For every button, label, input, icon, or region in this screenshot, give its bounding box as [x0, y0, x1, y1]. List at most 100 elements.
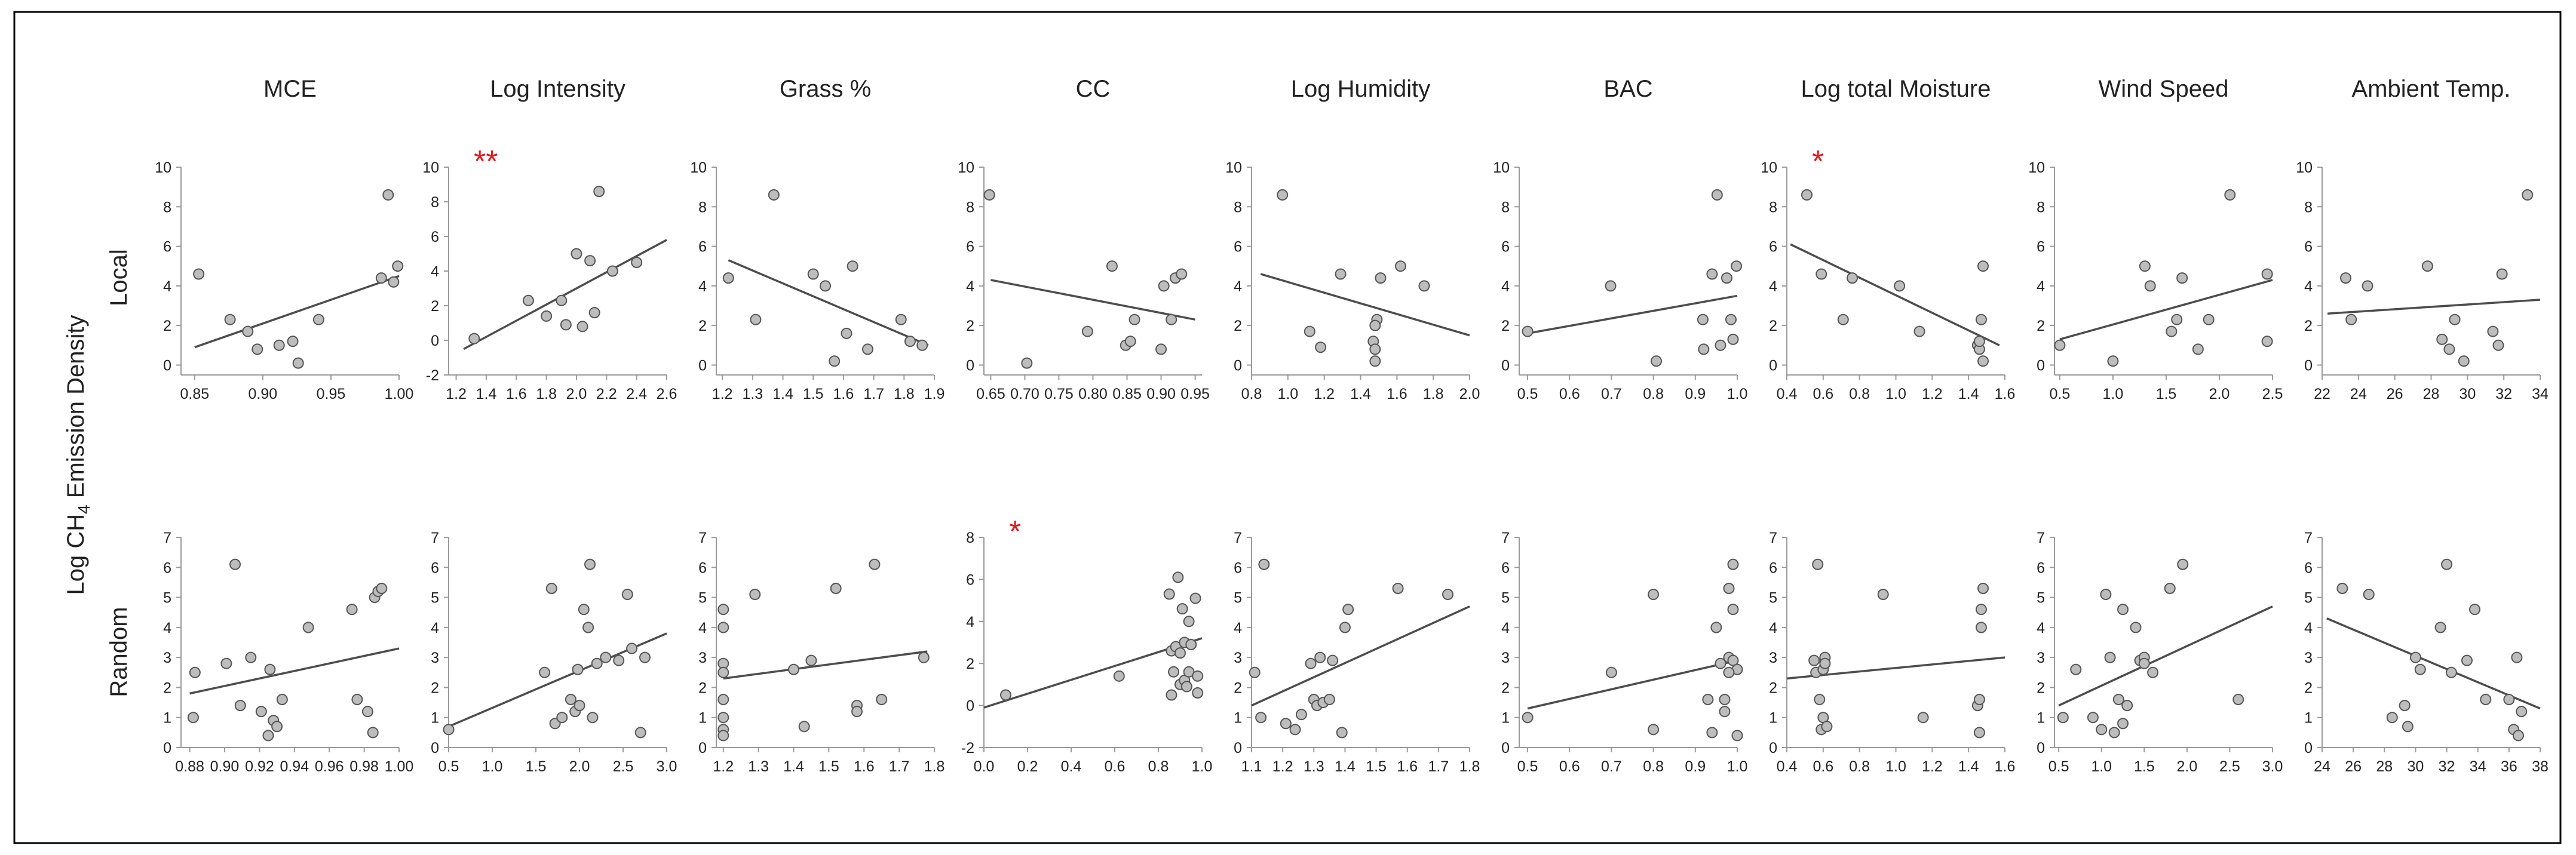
data-point [2130, 622, 2142, 633]
data-point [2434, 622, 2446, 633]
x-tick-label: 0.85 [1112, 386, 1142, 402]
x-tick-label: 0.90 [249, 386, 278, 402]
data-point [351, 694, 363, 706]
y-tick-label: 1 [1769, 710, 1777, 727]
data-point [2203, 313, 2215, 325]
y-tick-label: 7 [1501, 530, 1510, 546]
data-point [1913, 325, 1925, 337]
data-point [2503, 694, 2515, 706]
data-point [1180, 681, 1192, 693]
figure-frame [13, 11, 2562, 844]
x-tick-label: 1.7 [1428, 758, 1449, 775]
x-tick-label: 32 [2495, 386, 2512, 402]
data-point [2402, 721, 2414, 733]
x-tick-label: 30 [2408, 758, 2424, 775]
data-point [2108, 727, 2120, 739]
y-tick-label: 7 [698, 530, 707, 546]
data-point [2399, 700, 2411, 712]
data-point [367, 727, 379, 739]
x-tick-label: 0.65 [976, 386, 1005, 402]
data-point [2445, 666, 2457, 678]
data-point [2112, 694, 2124, 706]
data-point [1369, 319, 1381, 331]
x-tick-label: 1.4 [1958, 758, 1979, 775]
data-point [242, 325, 254, 337]
y-tick-label: 7 [1234, 530, 1242, 546]
column-title: BAC [1603, 76, 1652, 102]
panel-local-log-humidity: Log Humidity 0 2 4 6 8 10 0.8 1.0 1.2 1.4 1.6 1.8 2.0 [1225, 76, 1480, 402]
x-tick-label: 1.0 [1885, 758, 1906, 775]
x-tick-label: 0.7 [1601, 386, 1622, 402]
data-point [346, 604, 358, 616]
y-tick-label: 4 [431, 620, 439, 636]
data-point [1648, 589, 1660, 601]
data-point [1821, 721, 1833, 733]
data-point [2054, 339, 2066, 351]
data-point [1917, 712, 1929, 724]
data-point [717, 694, 729, 706]
panel-random-log-intensity: 0 1 2 3 4 5 6 7 0.5 1.0 1.5 2.0 2.5 3.0 [431, 530, 677, 775]
y-tick-label: 4 [1501, 278, 1510, 295]
y-tick-label: 8 [966, 199, 974, 216]
data-point [560, 319, 572, 331]
x-tick-label: 0.8 [1849, 386, 1870, 402]
data-point [1651, 355, 1663, 367]
column-title: Log Intensity [490, 76, 625, 102]
y-tick-label: 3 [698, 650, 707, 666]
x-tick-label: 1.2 [1922, 386, 1943, 402]
data-point [1710, 622, 1722, 633]
y-tick-label: 6 [431, 229, 439, 245]
x-tick-label: 0.6 [1813, 386, 1833, 402]
x-tick-label: 1.6 [506, 386, 527, 402]
data-point [983, 189, 995, 201]
data-point [1812, 558, 1824, 570]
y-tick-label: 6 [163, 239, 171, 256]
y-tick-label: 1 [2037, 710, 2045, 727]
data-point [2232, 694, 2244, 706]
y-tick-label: 2 [1501, 679, 1510, 696]
x-tick-label: 3.0 [2262, 758, 2283, 775]
data-point [876, 694, 888, 706]
y-tick-label: -2 [426, 367, 439, 384]
y-tick-label: 4 [1769, 620, 1777, 636]
data-point [1342, 604, 1354, 616]
fit-line [990, 279, 1195, 321]
y-tick-label: 0 [163, 357, 171, 374]
y-tick-label: 4 [1234, 278, 1242, 295]
data-point [588, 307, 600, 319]
y-tick-label: 7 [1769, 530, 1777, 546]
data-point [1183, 616, 1195, 628]
column-title: Log total Moisture [1801, 76, 1991, 102]
x-tick-label: 1.3 [748, 758, 769, 775]
panel-random-wind-speed: 0 1 2 3 4 5 6 7 0.5 1.0 1.5 2.0 2.5 3.0 [2037, 530, 2283, 775]
y-tick-label: 2 [1501, 318, 1510, 334]
x-tick-label: 0.7 [1601, 758, 1622, 775]
y-tick-label: 4 [1501, 620, 1510, 636]
data-point [2176, 272, 2188, 284]
data-point [895, 313, 907, 325]
fit-line [1260, 273, 1470, 337]
y-tick-label: 2 [163, 679, 171, 696]
y-tick-label: 1 [698, 710, 707, 727]
x-tick-label: 2.2 [596, 386, 617, 402]
x-tick-label: 2.5 [613, 758, 634, 775]
data-point [574, 700, 585, 712]
data-point [749, 589, 761, 601]
data-point [1648, 724, 1660, 736]
data-point [2492, 339, 2504, 351]
x-tick-label: 3.0 [657, 758, 677, 775]
data-point [2487, 325, 2499, 337]
y-tick-label: 3 [1501, 650, 1510, 666]
data-point [613, 654, 625, 666]
data-point [861, 343, 873, 355]
data-point [1819, 657, 1831, 669]
data-point [1975, 622, 1987, 633]
x-tick-label: 2.5 [2262, 386, 2283, 402]
data-point [1801, 189, 1813, 201]
data-point [1163, 588, 1175, 600]
y-tick-label: 0 [1501, 740, 1510, 756]
y-tick-label: 0 [1234, 357, 1242, 374]
data-point [1176, 603, 1188, 615]
data-point [1727, 333, 1739, 345]
